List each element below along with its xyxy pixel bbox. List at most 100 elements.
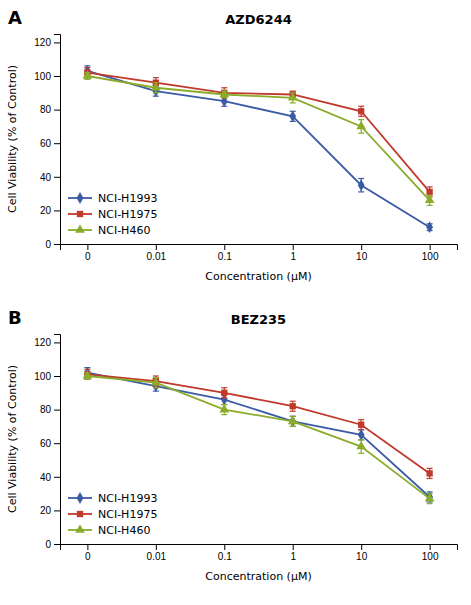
tick-mark xyxy=(87,544,88,550)
tick: 0 xyxy=(45,539,60,550)
legend-label: NCI-H1975 xyxy=(98,508,157,521)
tick-mark xyxy=(430,244,431,250)
legend-item: NCI-H1975 xyxy=(68,208,157,221)
tick: 10 xyxy=(356,544,368,562)
marker xyxy=(219,404,229,412)
tick: 0.1 xyxy=(218,244,232,262)
marker xyxy=(426,221,433,233)
error-bar xyxy=(358,430,364,440)
marker xyxy=(151,377,161,385)
tick: 20 xyxy=(40,505,60,516)
tick-label: 100 xyxy=(34,71,51,82)
tick-label: 1 xyxy=(290,251,296,262)
tick-mark xyxy=(54,177,60,178)
error-cap xyxy=(427,478,433,479)
tick-label: 80 xyxy=(40,104,52,115)
error-bar xyxy=(427,468,433,478)
tick-label: 0 xyxy=(45,239,51,250)
tick: 40 xyxy=(40,172,60,183)
legend-label: NCI-H1975 xyxy=(98,208,157,221)
error-cap xyxy=(358,439,364,440)
marker xyxy=(356,121,366,129)
tick-label: 0.1 xyxy=(218,551,232,562)
legend-item: NCI-H1993 xyxy=(68,492,157,505)
error-cap xyxy=(84,79,90,80)
marker xyxy=(219,89,229,97)
tick: 80 xyxy=(40,104,60,115)
y-axis: 020406080100120 xyxy=(34,335,60,550)
tick: 0 xyxy=(45,239,60,250)
tick-label: 1 xyxy=(290,551,296,562)
series xyxy=(83,370,435,503)
legend-marker xyxy=(77,192,84,204)
panel-label: B xyxy=(8,307,22,328)
legend-item: NCI-H1975 xyxy=(68,508,157,521)
error-cap xyxy=(290,426,296,427)
error-cap xyxy=(221,97,227,98)
legend: NCI-H1993 NCI-H1975 NCI-H460 xyxy=(68,192,157,237)
tick-mark xyxy=(293,244,294,250)
error-cap xyxy=(84,379,90,380)
panel: 02040608010012000.010.1110100BEZ235BConc… xyxy=(6,307,458,583)
line xyxy=(87,71,429,227)
tick: 1 xyxy=(290,244,296,262)
tick: 120 xyxy=(34,37,60,48)
x-axis: 00.010.1110100 xyxy=(61,544,458,562)
tick-label: 0 xyxy=(85,551,91,562)
line xyxy=(87,376,429,499)
x-axis: 00.010.1110100 xyxy=(61,244,458,262)
error-cap xyxy=(221,387,227,388)
y-axis-title: Cell Viability (% of Control) xyxy=(6,365,19,513)
axis-line xyxy=(61,245,458,251)
marker xyxy=(358,108,364,114)
tick: 0.1 xyxy=(218,544,232,562)
legend-marker xyxy=(77,511,83,517)
legend-item: NCI-H460 xyxy=(68,224,150,237)
title: BEZ235 xyxy=(231,312,286,327)
legend-label: NCI-H1993 xyxy=(98,192,157,205)
tick-mark xyxy=(54,143,60,144)
tick-label: 100 xyxy=(422,551,439,562)
panel: 02040608010012000.010.1110100AZD6244ACon… xyxy=(6,7,458,283)
marker xyxy=(426,189,432,195)
error-cap xyxy=(358,191,364,192)
error-cap xyxy=(358,116,364,117)
legend-label: NCI-H460 xyxy=(98,224,150,237)
tick-label: 100 xyxy=(422,251,439,262)
error-cap xyxy=(358,419,364,420)
tick-mark xyxy=(361,244,362,250)
error-bar xyxy=(290,111,296,121)
error-cap xyxy=(290,411,296,412)
tick-label: 40 xyxy=(40,472,52,483)
marker xyxy=(426,470,432,476)
error-cap xyxy=(153,92,159,93)
error-cap xyxy=(358,453,364,454)
tick: 100 xyxy=(422,244,439,262)
error-cap xyxy=(290,102,296,103)
error-cap xyxy=(221,87,227,88)
error-bar xyxy=(358,106,364,116)
marker xyxy=(289,110,296,122)
tick-mark xyxy=(54,210,60,211)
legend-marker xyxy=(75,224,85,232)
tick-mark xyxy=(293,544,294,550)
legend-item: NCI-H460 xyxy=(68,524,150,537)
tick-mark xyxy=(54,477,60,478)
error-cap xyxy=(290,401,296,402)
tick: 20 xyxy=(40,205,60,216)
tick-mark xyxy=(87,244,88,250)
legend-marker xyxy=(77,492,84,504)
tick-mark xyxy=(54,544,60,545)
error-bar xyxy=(221,388,227,398)
x-axis-title: Concentration (μM) xyxy=(205,270,311,283)
error-cap xyxy=(427,205,433,206)
legend-label: NCI-H460 xyxy=(98,524,150,537)
axis-line xyxy=(54,335,61,545)
tick-mark xyxy=(224,544,225,550)
error-cap xyxy=(427,186,433,187)
title: AZD6244 xyxy=(225,12,291,27)
tick-mark xyxy=(156,244,157,250)
tick-mark xyxy=(224,244,225,250)
tick-mark xyxy=(54,76,60,77)
legend: NCI-H1993 NCI-H1975 NCI-H460 xyxy=(68,492,157,537)
